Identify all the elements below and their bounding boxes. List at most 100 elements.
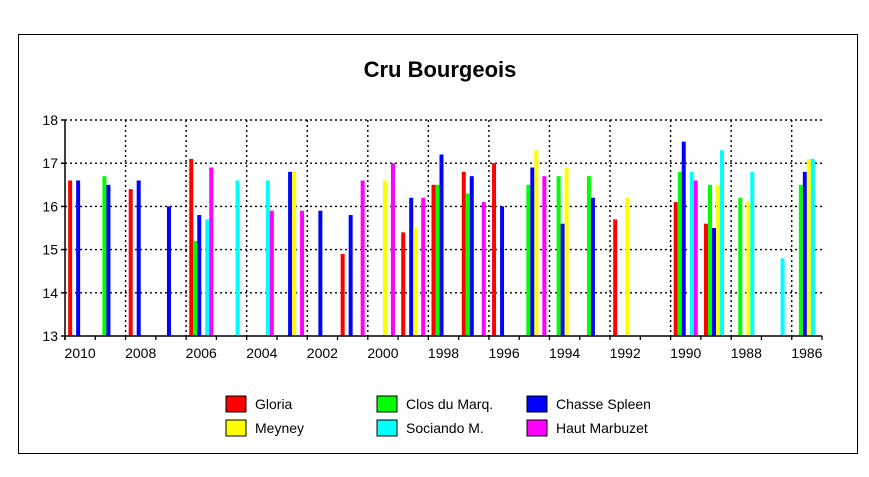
bar: [76, 180, 81, 336]
bar: [802, 171, 807, 336]
y-tick-label: 15: [42, 242, 58, 258]
bar: [556, 176, 561, 336]
bar: [534, 150, 539, 336]
bar: [720, 150, 725, 336]
x-tick-label: 1986: [791, 345, 822, 361]
bar: [738, 197, 743, 336]
legend-item: Meyney: [225, 419, 304, 437]
x-tick-label: 2002: [307, 345, 338, 361]
x-tick-label: 1994: [549, 345, 580, 361]
bar: [492, 163, 497, 336]
bar: [128, 189, 133, 336]
y-tick-label: 16: [42, 198, 58, 214]
legend-swatch: [225, 419, 247, 437]
bar: [193, 240, 198, 336]
x-tick-label: 2006: [186, 345, 217, 361]
bar: [750, 171, 755, 336]
bar: [300, 210, 305, 336]
legend-label: Chasse Spleen: [556, 396, 651, 412]
legend-label: Meyney: [255, 420, 304, 436]
bar: [106, 184, 111, 336]
x-tick-label: 1988: [731, 345, 762, 361]
legend-label: Gloria: [255, 396, 293, 412]
bar: [390, 163, 395, 336]
bar: [673, 202, 678, 336]
legend-swatch: [526, 395, 548, 413]
bar: [481, 202, 486, 336]
bar: [689, 171, 694, 336]
legend-label: Haut Marbuzet: [556, 420, 648, 436]
bar: [465, 193, 470, 336]
legend-item: Haut Marbuzet: [526, 419, 648, 437]
y-tick-label: 17: [42, 155, 58, 171]
bar: [704, 223, 709, 336]
bar: [340, 253, 345, 336]
bar: [409, 197, 414, 336]
legend-item: Clos du Marq.: [376, 395, 493, 413]
chart-frame: Cru Bourgeois 13 14 15 16 17 18 2010 2008 2006 20…: [18, 34, 858, 454]
bar: [102, 176, 107, 336]
bar: [693, 180, 698, 336]
y-tick-label: 14: [42, 285, 58, 301]
x-tick-label: 2010: [65, 345, 96, 361]
bar: [564, 167, 569, 336]
legend: Gloria Clos du Marq. Chasse Spleen Meyney So…: [225, 395, 651, 437]
bar: [413, 228, 418, 336]
bar: [439, 154, 444, 336]
y-tick-label: 13: [42, 328, 58, 344]
bar: [681, 141, 686, 336]
bar: [166, 206, 171, 336]
chart-title: Cru Bourgeois: [364, 57, 517, 82]
bar: [360, 180, 365, 336]
bar: [806, 158, 811, 336]
bar: [716, 184, 721, 336]
bar: [209, 167, 214, 336]
bar: [401, 232, 406, 336]
bar: [708, 184, 713, 336]
legend-swatch: [526, 419, 548, 437]
x-tick-label: 1990: [670, 345, 701, 361]
x-tick-label: 2004: [246, 345, 277, 361]
x-tick-label: 2008: [125, 345, 156, 361]
bar: [382, 180, 387, 336]
bar: [469, 176, 474, 336]
chart: Cru Bourgeois 13 14 15 16 17 18 2010 2008 2006 20…: [42, 57, 823, 437]
bar: [461, 171, 466, 336]
legend-label: Clos du Marq.: [406, 396, 493, 412]
bar: [197, 215, 202, 336]
bar: [136, 180, 141, 336]
bar: [590, 197, 595, 336]
bar: [288, 171, 293, 336]
legend-swatch: [376, 419, 398, 437]
bar: [625, 197, 630, 336]
bar: [542, 176, 547, 336]
bar: [798, 184, 803, 336]
x-tick-label: 2000: [367, 345, 398, 361]
bar: [586, 176, 591, 336]
bar: [712, 228, 717, 336]
legend-swatch: [376, 395, 398, 413]
bar: [810, 158, 815, 336]
bar: [292, 171, 297, 336]
bar: [746, 202, 751, 336]
bar: [431, 184, 436, 336]
bars: [68, 141, 815, 336]
bar: [205, 219, 210, 336]
legend-item: Sociando M.: [376, 419, 484, 437]
bar: [526, 184, 531, 336]
bar: [189, 158, 194, 336]
legend-swatch: [225, 395, 247, 413]
bar: [235, 180, 240, 336]
legend-item: Chasse Spleen: [526, 395, 651, 413]
bar: [677, 171, 682, 336]
legend-label: Sociando M.: [406, 420, 484, 436]
y-tick-label: 18: [42, 112, 58, 128]
bar: [613, 219, 618, 336]
bar: [560, 223, 565, 336]
x-tick-label: 1996: [488, 345, 519, 361]
bar: [68, 180, 73, 336]
bar: [780, 258, 785, 336]
axes: 13 14 15 16 17 18 2010 2008 2006 2004 2002 2000 1998…: [42, 112, 823, 361]
bar: [500, 206, 505, 336]
bar: [265, 180, 270, 336]
